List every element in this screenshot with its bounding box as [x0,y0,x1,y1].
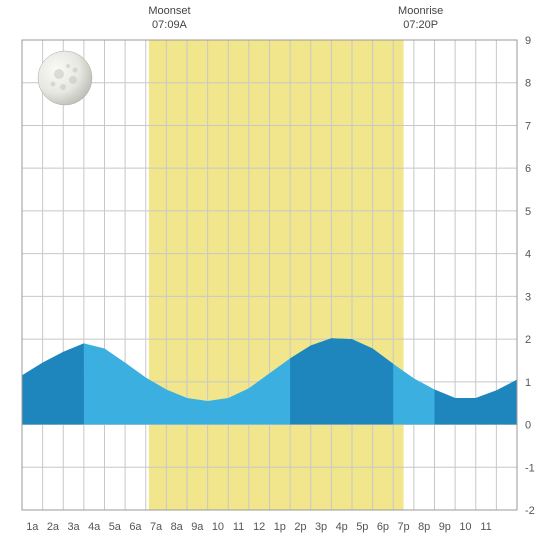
x-tick-label: 3p [315,521,327,533]
x-tick-label: 4a [88,521,101,533]
y-tick-label: 7 [525,120,531,132]
x-tick-label: 4p [336,521,348,533]
x-tick-label: 5a [109,521,122,533]
moonrise-label: Moonrise [398,5,443,17]
x-tick-label: 2a [47,521,60,533]
x-tick-label: 3a [67,521,80,533]
x-tick-label: 1p [274,521,286,533]
y-tick-label: 3 [525,291,531,303]
moonset-label: Moonset [148,5,190,17]
y-tick-label: 9 [525,35,531,47]
moonset-time: 07:09A [152,19,188,31]
x-tick-label: 6p [377,521,389,533]
x-tick-label: 11 [480,521,491,533]
x-tick-label: 10 [212,521,224,533]
x-tick-label: 11 [233,521,244,533]
moonrise-time: 07:20P [403,19,438,31]
x-tick-label: 8a [171,521,184,533]
x-tick-label: 12 [253,521,265,533]
y-tick-label: 6 [525,163,531,175]
y-tick-label: -1 [525,462,535,474]
x-tick-label: 7a [150,521,163,533]
x-tick-label: 1a [26,521,39,533]
x-tick-label: 10 [459,521,471,533]
x-tick-label: 9a [191,521,204,533]
x-tick-label: 9p [439,521,451,533]
x-tick-label: 2p [294,521,306,533]
y-tick-label: 2 [525,334,531,346]
y-tick-label: 4 [525,249,531,261]
y-tick-label: 8 [525,78,531,90]
x-tick-label: 7p [397,521,409,533]
y-tick-label: 1 [525,377,531,389]
moon-icon [38,51,92,105]
x-tick-label: 8p [418,521,430,533]
y-tick-label: 0 [525,420,531,432]
y-tick-label: -2 [525,505,535,517]
x-tick-label: 6a [129,521,142,533]
y-tick-label: 5 [525,206,531,218]
tide-chart: -2-101234567891a2a3a4a5a6a7a8a9a1011121p… [0,0,550,550]
x-tick-label: 5p [356,521,368,533]
